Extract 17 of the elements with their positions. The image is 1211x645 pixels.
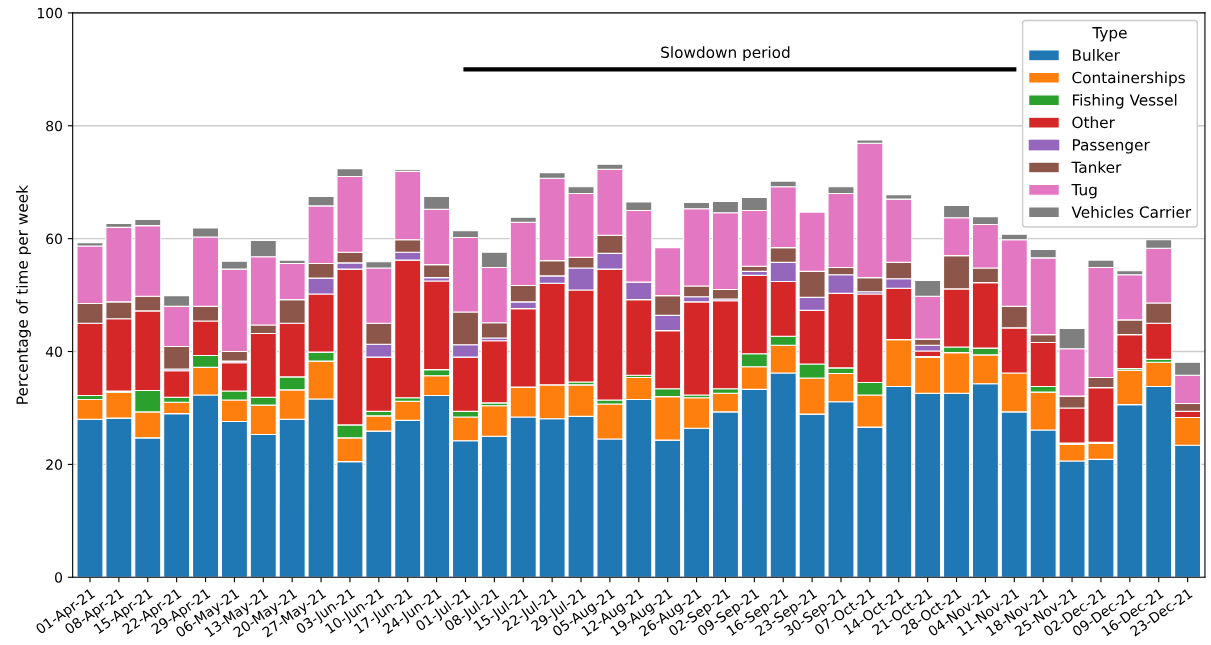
y-tick-label: 20 (46, 459, 63, 470)
legend-label: Tanker (1071, 161, 1122, 174)
y-tick-label: 40 (45, 346, 63, 357)
y-tick-label: 80 (46, 120, 63, 132)
legend-label: Bulker (1072, 49, 1120, 61)
legend-label: Fishing Vessel (1072, 93, 1177, 109)
legend-label: Tug (1071, 184, 1097, 199)
y-tick-label: 0 (55, 572, 63, 583)
legend-label: Passenger (1072, 139, 1150, 154)
y-tick-label: 100 (37, 7, 63, 19)
y-tick-label: 60 (46, 233, 63, 245)
legend-label: Vehicles Carrier (1071, 206, 1192, 218)
legend-label: Other (1072, 116, 1115, 129)
annotation: Slowdown period (661, 46, 790, 61)
y-axis-title: Percentage of time per week (16, 185, 31, 404)
legend-title: Type (1092, 27, 1127, 42)
legend-label: Containerships (1072, 71, 1185, 87)
